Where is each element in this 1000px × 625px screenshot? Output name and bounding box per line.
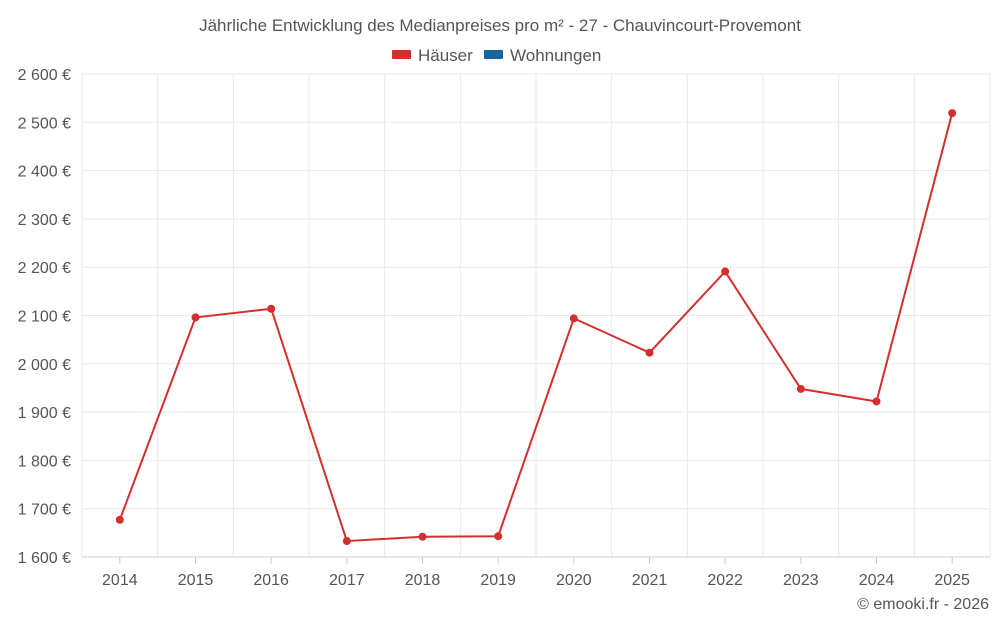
y-tick-label: 2 000 € — [18, 357, 71, 374]
data-point-haeuser-2017[interactable] — [342, 537, 351, 546]
legend-label-haeuser: Häuser — [418, 46, 473, 65]
x-tick-label: 2024 — [859, 572, 895, 589]
credit-text: © emooki.fr - 2026 — [857, 596, 989, 613]
legend: Häuser Wohnungen — [392, 46, 601, 65]
y-tick-label: 2 400 € — [18, 164, 71, 181]
series-haeuser — [115, 109, 957, 546]
y-tick-label: 2 200 € — [18, 260, 71, 277]
y-tick-label: 2 600 € — [18, 67, 71, 84]
x-tick-label: 2023 — [783, 572, 819, 589]
data-point-haeuser-2022[interactable] — [721, 267, 730, 276]
y-tick-label: 1 600 € — [18, 550, 71, 567]
legend-item-haeuser[interactable]: Häuser — [392, 46, 473, 65]
legend-swatch-haeuser — [392, 50, 411, 59]
grid — [81, 73, 991, 557]
x-tick-label: 2022 — [707, 572, 743, 589]
legend-label-wohnungen: Wohnungen — [510, 46, 601, 65]
data-point-haeuser-2024[interactable] — [872, 397, 881, 406]
data-point-haeuser-2015[interactable] — [191, 313, 200, 322]
legend-swatch-wohnungen — [484, 50, 503, 59]
x-tick-label: 2015 — [178, 572, 214, 589]
y-tick-label: 2 300 € — [18, 212, 71, 229]
legend-item-wohnungen[interactable]: Wohnungen — [484, 46, 601, 65]
y-tick-label: 1 800 € — [18, 453, 71, 470]
y-tick-label: 1 900 € — [18, 405, 71, 422]
x-tick-label: 2014 — [102, 572, 138, 589]
x-tick-label: 2019 — [480, 572, 516, 589]
x-tick-label: 2021 — [632, 572, 668, 589]
y-tick-label: 1 700 € — [18, 502, 71, 519]
data-point-haeuser-2016[interactable] — [267, 304, 276, 313]
data-point-haeuser-2020[interactable] — [569, 314, 578, 323]
data-point-haeuser-2019[interactable] — [494, 532, 503, 541]
y-axis: 1 600 € 1 700 € 1 800 € 1 900 € 2 000 € 2 100… — [18, 67, 71, 567]
x-tick-label: 2017 — [329, 572, 365, 589]
data-point-haeuser-2018[interactable] — [418, 532, 427, 541]
y-tick-label: 2 500 € — [18, 115, 71, 132]
chart-title: Jährliche Entwicklung des Medianpreises … — [199, 16, 801, 35]
data-point-haeuser-2023[interactable] — [796, 384, 805, 393]
data-point-haeuser-2021[interactable] — [645, 348, 654, 357]
y-tick-label: 2 100 € — [18, 309, 71, 326]
data-point-haeuser-2014[interactable] — [115, 515, 124, 524]
x-tick-label: 2016 — [253, 572, 289, 589]
x-tick-label: 2025 — [934, 572, 970, 589]
data-point-haeuser-2025[interactable] — [948, 109, 957, 118]
x-axis: 2014 2015 2016 2017 2018 2019 2020 2021 2022 2023… — [82, 556, 990, 589]
series-line-haeuser — [118, 112, 954, 543]
x-tick-label: 2018 — [405, 572, 441, 589]
x-tick-label: 2020 — [556, 572, 592, 589]
